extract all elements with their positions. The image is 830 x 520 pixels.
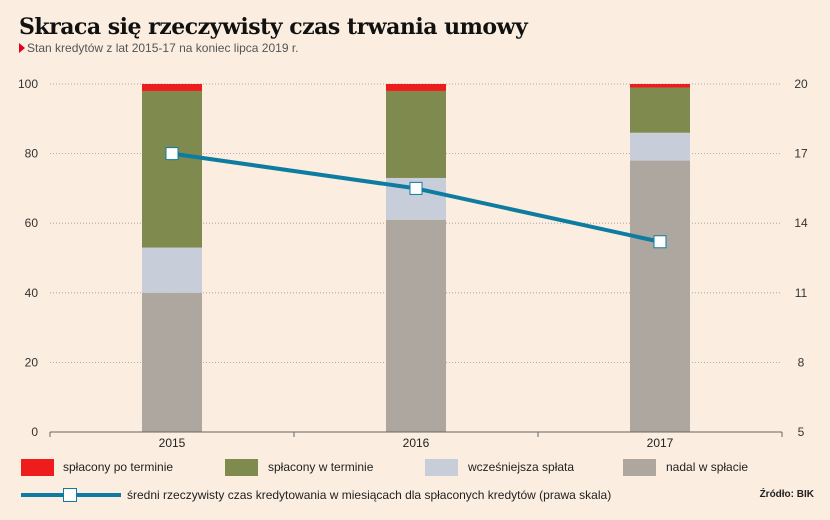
line-point <box>409 181 423 195</box>
legend-label-outstanding: nadal w spłacie <box>666 460 749 474</box>
bar-segment <box>142 90 202 248</box>
y2-tick-label: 17 <box>794 147 808 161</box>
legend-swatch-late <box>21 459 54 476</box>
bar-segment <box>142 84 202 91</box>
y-tick-label: 100 <box>18 77 38 91</box>
y2-tick-label: 20 <box>794 77 808 91</box>
legend-label-late: spłacony po terminie <box>63 460 174 474</box>
y2-tick-label: 11 <box>795 286 808 300</box>
line-point <box>653 235 667 249</box>
legend-label-ontime: spłacony w terminie <box>268 460 374 474</box>
chart-subtitle: Stan kredytów z lat 2015-17 na koniec li… <box>19 41 299 55</box>
bar-segment <box>142 292 202 432</box>
legend-label-line: średni rzeczywisty czas kredytowania w m… <box>127 488 612 502</box>
bar-segment <box>142 247 202 293</box>
line-point <box>165 147 179 161</box>
bar-segment <box>386 219 446 432</box>
y2-tick-label: 5 <box>798 425 805 439</box>
x-tick-label: 2017 <box>647 436 674 450</box>
legend-row-bars: spłacony po terminie spłacony w terminie… <box>0 456 830 478</box>
chart-canvas: 0 20 40 60 80 100 5 8 11 14 17 20 2015 2016 2017 <box>18 77 808 450</box>
bar-segment <box>630 87 690 133</box>
bar-segment <box>630 132 690 161</box>
y2-tick-label: 8 <box>798 355 805 369</box>
bar-segment <box>630 160 690 432</box>
bar-segment <box>630 84 690 88</box>
y-tick-label: 20 <box>25 355 39 369</box>
legend-row-line: średni rzeczywisty czas kredytowania w m… <box>0 485 830 507</box>
y2-tick-label: 14 <box>794 216 808 230</box>
legend-line-marker <box>63 488 77 502</box>
chart-title: Skraca się rzeczywisty czas trwania umow… <box>19 14 528 40</box>
source-note: Źródło: BIK <box>759 489 814 500</box>
x-tick-label: 2015 <box>159 436 186 450</box>
y-tick-label: 40 <box>25 286 39 300</box>
triangle-marker-icon <box>19 43 25 53</box>
bar-segment <box>386 84 446 91</box>
legend-line-swatch <box>21 487 121 503</box>
legend-label-early: wcześniejsza spłata <box>468 460 575 474</box>
y-tick-label: 80 <box>25 147 39 161</box>
legend-swatch-ontime <box>225 459 258 476</box>
x-tick-label: 2016 <box>403 436 430 450</box>
legend-swatch-outstanding <box>623 459 656 476</box>
legend-swatch-early <box>425 459 458 476</box>
y-tick-label: 60 <box>25 216 39 230</box>
y-tick-label: 0 <box>31 425 38 439</box>
subtitle-text: Stan kredytów z lat 2015-17 na koniec li… <box>27 41 299 55</box>
bar-segment <box>386 90 446 178</box>
